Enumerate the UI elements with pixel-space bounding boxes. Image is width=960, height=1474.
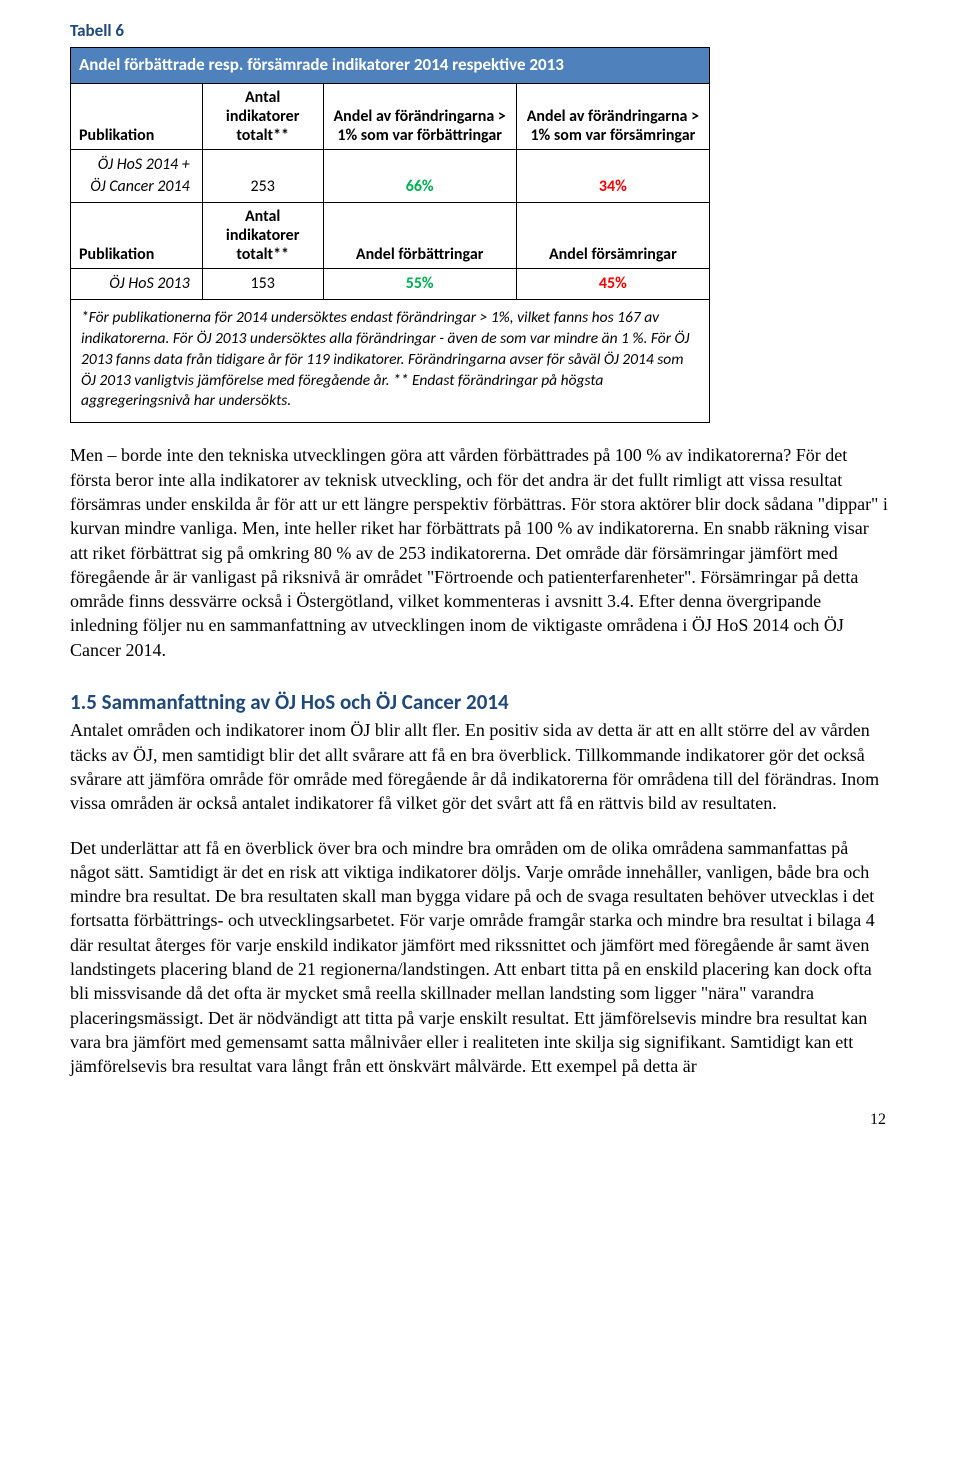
table-title-row: Andel förbättrade resp. försämrade indik…: [71, 47, 710, 83]
header-improved: Andel förbättringar: [323, 202, 516, 269]
body-paragraph-2: Antalet områden och indikatorer inom ÖJ …: [70, 718, 890, 815]
indicator-table: Andel förbättrade resp. försämrade indik…: [70, 47, 710, 300]
section-heading: 1.5 Sammanfattning av ÖJ HoS och ÖJ Canc…: [70, 688, 890, 716]
table-row: ÖJ HoS 2014 + ÖJ Cancer 2014 253 66% 34%: [71, 150, 710, 202]
body-paragraph-1: Men – borde inte den tekniska utveckling…: [70, 443, 890, 662]
cell-publication: ÖJ HoS 2013: [71, 269, 203, 300]
header-worsened: Andel försämringar: [516, 202, 709, 269]
header-count: Antal indikatorer totalt**: [202, 83, 323, 150]
table-title: Andel förbättrade resp. försämrade indik…: [71, 47, 710, 83]
cell-improved: 66%: [323, 150, 516, 202]
cell-worsened: 45%: [516, 269, 709, 300]
table-label: Tabell 6: [70, 20, 890, 43]
page-number: 12: [70, 1109, 890, 1131]
table-footnote: *För publikationerna för 2014 undersökte…: [70, 300, 710, 424]
cell-worsened: 34%: [516, 150, 709, 202]
table-row: ÖJ HoS 2013 153 55% 45%: [71, 269, 710, 300]
table-header-1: Publikation Antal indikatorer totalt** A…: [71, 83, 710, 150]
table-header-2: Publikation Antal indikatorer totalt** A…: [71, 202, 710, 269]
cell-improved: 55%: [323, 269, 516, 300]
header-count: Antal indikatorer totalt**: [202, 202, 323, 269]
header-publication: Publikation: [71, 83, 203, 150]
header-improved: Andel av förändringarna > 1% som var för…: [323, 83, 516, 150]
cell-publication: ÖJ HoS 2014 + ÖJ Cancer 2014: [71, 150, 203, 202]
header-publication: Publikation: [71, 202, 203, 269]
body-paragraph-3: Det underlättar att få en överblick över…: [70, 836, 890, 1079]
header-worsened: Andel av förändringarna > 1% som var för…: [516, 83, 709, 150]
cell-count: 253: [202, 150, 323, 202]
cell-count: 153: [202, 269, 323, 300]
